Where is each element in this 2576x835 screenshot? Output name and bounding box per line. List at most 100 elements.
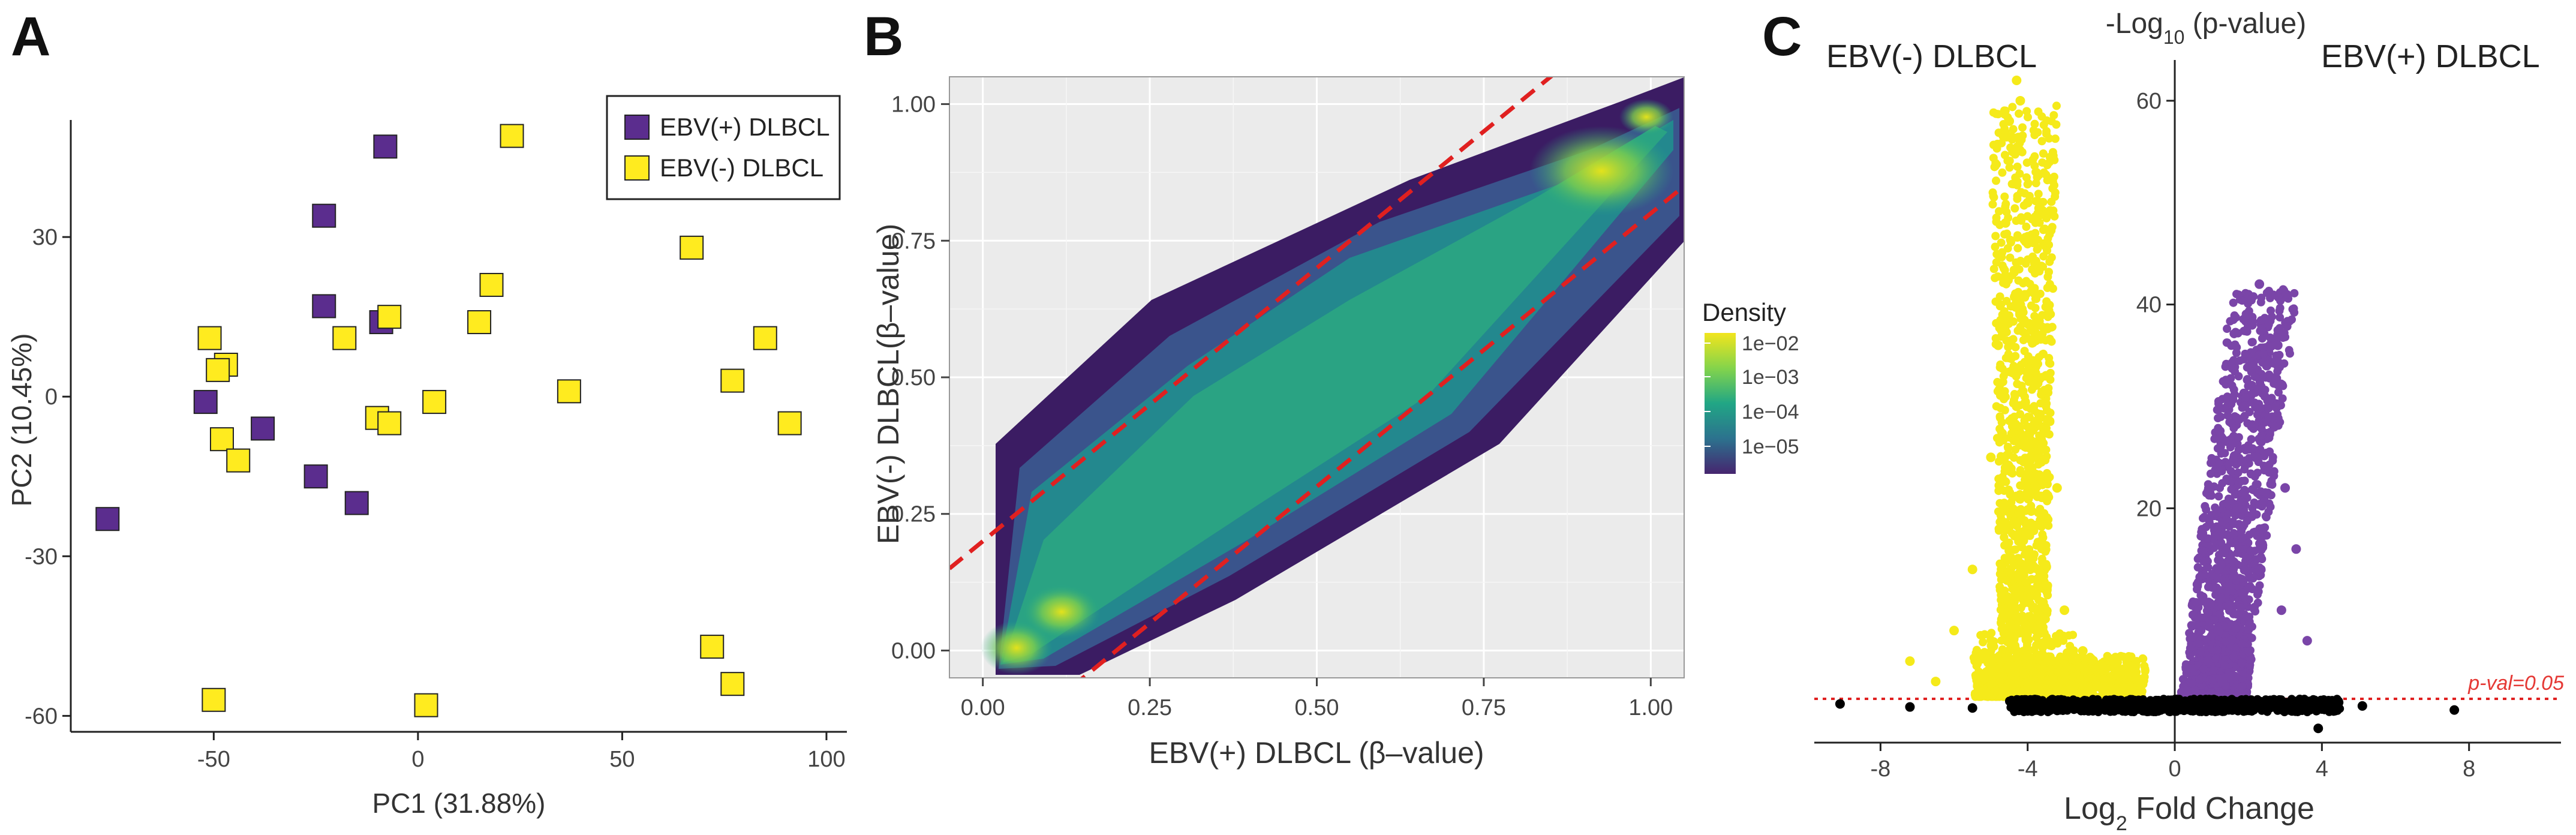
volcano-dot-ebv-neg: [2039, 121, 2048, 130]
volcano-dot-ebv-pos: [2213, 444, 2222, 453]
volcano-dot-ebv-neg: [1995, 677, 2004, 686]
volcano-dot-ebv-neg: [2055, 629, 2064, 638]
volcano-dot-ebv-pos: [2255, 545, 2264, 554]
volcano-dot-ebv-neg: [1988, 200, 1997, 209]
volcano-dot-ebv-neg: [2001, 324, 2010, 333]
volcano-dot-ebv-neg: [2011, 545, 2020, 554]
volcano-dot-ebv-neg: [2049, 656, 2058, 665]
volcano-point: [2052, 483, 2062, 493]
x-tick-label: 100: [807, 747, 845, 772]
volcano-point: [2232, 503, 2243, 513]
volcano-dot-ebv-neg: [2034, 581, 2043, 590]
volcano-dot-ebv-pos: [2260, 466, 2269, 475]
volcano-dot-ebv-neg: [2012, 675, 2021, 684]
y-tick-label: 40: [2136, 293, 2162, 318]
volcano-dot-ebv-neg: [2043, 325, 2052, 334]
volcano-dot-ebv-neg: [1992, 687, 2001, 696]
pca-point: [344, 491, 369, 515]
volcano-dot-ebv-neg: [2100, 674, 2109, 683]
volcano-dot-ebv-neg: [2037, 390, 2046, 399]
volcano-dot-ebv-neg: [2016, 629, 2025, 638]
volcano-dot-ebv-neg: [2034, 655, 2043, 664]
volcano-point: [2280, 703, 2291, 713]
volcano-point: [2317, 704, 2327, 714]
volcano-dot-ebv-neg: [2023, 212, 2032, 221]
pca-point: [377, 411, 402, 435]
volcano-dot-ebv-pos: [2248, 444, 2257, 453]
volcano-dot-ebv-neg: [2086, 686, 2095, 695]
pca-point: [479, 272, 504, 297]
volcano-dot-ebv-neg: [2021, 654, 2030, 663]
volcano-dot-ebv-neg: [1972, 662, 1981, 671]
volcano-dot-ebv-pos: [2189, 610, 2198, 619]
volcano-dot-ebv-neg: [2051, 134, 2060, 143]
volcano-dot-ebv-neg: [2040, 224, 2049, 233]
volcano-dot-ebv-neg: [2029, 554, 2038, 563]
pca-point: [700, 635, 725, 659]
volcano-point: [2240, 401, 2250, 412]
volcano-dot-ebv-neg: [2035, 267, 2044, 276]
volcano-dot-ebv-neg: [2019, 670, 2028, 679]
volcano-dot-ebv-pos: [2253, 598, 2262, 607]
volcano-dot-ebv-neg: [2053, 639, 2062, 648]
volcano-dot-ebv-pos: [2248, 361, 2257, 370]
volcano-dot-ebv-neg: [2018, 148, 2027, 157]
volcano-dot-ebv-neg: [2010, 661, 2019, 670]
volcano-dot-ebv-pos: [2231, 340, 2240, 349]
volcano-dot-ebv-neg: [2044, 474, 2053, 483]
volcano-dot-ebv-pos: [2238, 674, 2247, 683]
x-title-base: Log: [2064, 791, 2116, 826]
x-title-sub: 2: [2116, 812, 2127, 835]
volcano-dot-ebv-neg: [1987, 637, 1996, 646]
volcano-dot-ebv-neg: [2009, 265, 2018, 274]
volcano-dot-ebv-pos: [2199, 665, 2208, 674]
panel-c-y-axis-title: -Log10 (p-value): [2106, 8, 2306, 48]
volcano-dot-ebv-neg: [2011, 352, 2020, 361]
volcano-point: [2096, 699, 2106, 709]
volcano-point: [1905, 656, 1915, 666]
volcano-point: [2012, 75, 2022, 85]
volcano-dot-ebv-neg: [1996, 657, 2005, 666]
volcano-dot-ebv-neg: [2064, 631, 2073, 640]
volcano-dot-ebv-pos: [2229, 298, 2238, 307]
volcano-point: [2078, 646, 2088, 656]
volcano-dot-ebv-neg: [1993, 387, 2002, 396]
pca-point: [209, 427, 234, 452]
volcano-dot-ebv-neg: [2012, 258, 2021, 267]
x-tick-label: -50: [197, 747, 230, 772]
volcano-dot-ebv-neg: [2045, 492, 2054, 501]
volcano-dot-ebv-pos: [2186, 644, 2195, 653]
volcano-dot-ebv-pos: [2232, 349, 2241, 358]
volcano-dot-ebv-pos: [2285, 346, 2294, 355]
volcano-dot-ebv-pos: [2270, 467, 2279, 476]
volcano-dot-ebv-neg: [2031, 167, 2040, 176]
volcano-dot-ebv-pos: [2235, 686, 2244, 695]
volcano-dot-ns: [2139, 698, 2148, 707]
volcano-dot-ebv-neg: [2025, 545, 2034, 554]
volcano-dot-ebv-neg: [2060, 670, 2069, 679]
pca-point: [753, 326, 777, 350]
volcano-dot-ebv-neg: [2047, 197, 2056, 206]
y-tick-label: 0.75: [891, 229, 936, 254]
volcano-dot-ebv-pos: [2249, 604, 2258, 613]
volcano-dot-ebv-pos: [2243, 327, 2252, 336]
volcano-dot-ebv-pos: [2244, 647, 2253, 656]
volcano-dot-ebv-pos: [2222, 376, 2231, 385]
volcano-dot-ebv-pos: [2232, 313, 2241, 322]
volcano-dot-ebv-neg: [2036, 399, 2045, 408]
y-tick-label: 0.00: [891, 638, 936, 663]
volcano-dot-ebv-neg: [2047, 337, 2056, 346]
volcano-dot-ebv-neg: [2028, 463, 2037, 472]
volcano-dot-ebv-pos: [2229, 564, 2238, 573]
volcano-dot-ebv-neg: [1998, 168, 2007, 177]
volcano-dot-ebv-neg: [2039, 665, 2048, 674]
volcano-dot-ebv-neg: [2031, 439, 2040, 448]
volcano-dot-ebv-neg: [2025, 373, 2034, 382]
y-tick-label: 0: [45, 385, 58, 410]
volcano-dot-ebv-neg: [2000, 554, 2009, 563]
volcano-dot-ebv-pos: [2243, 516, 2252, 525]
pca-point: [373, 134, 398, 159]
volcano-point: [2276, 605, 2286, 615]
volcano-dot-ebv-pos: [2259, 343, 2268, 352]
